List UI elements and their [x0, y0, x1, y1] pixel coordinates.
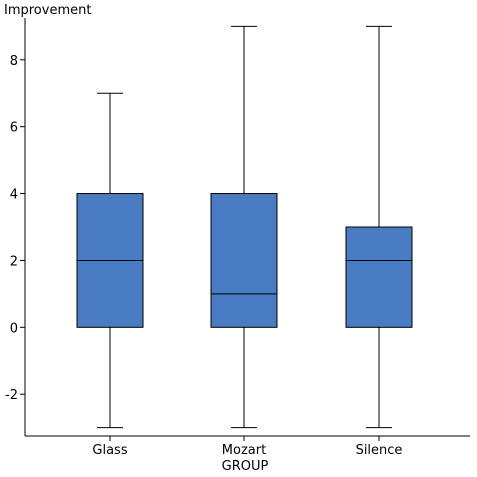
y-tick-label: 0 — [10, 321, 18, 336]
box-mozart — [210, 25, 278, 429]
y-tick-label: 8 — [10, 54, 18, 69]
x-category-label: Silence — [356, 443, 403, 458]
x-axis-title: GROUP — [222, 459, 269, 474]
y-tick-label: 4 — [10, 188, 18, 203]
box-glass — [76, 92, 144, 429]
y-tick-label: 6 — [10, 121, 18, 136]
x-category-label: Mozart — [222, 443, 266, 458]
x-axis-categories: Glass Mozart Silence — [92, 436, 402, 458]
boxes — [76, 25, 413, 429]
y-axis-title: Improvement — [4, 3, 91, 18]
iqr-box — [210, 193, 278, 328]
y-axis-ticks: -2 0 2 4 6 8 — [5, 54, 25, 403]
x-category-label: Glass — [92, 443, 127, 458]
y-tick-label: -2 — [5, 388, 18, 403]
iqr-box — [345, 226, 413, 328]
box-silence — [345, 25, 413, 429]
y-tick-label: 2 — [10, 254, 18, 269]
